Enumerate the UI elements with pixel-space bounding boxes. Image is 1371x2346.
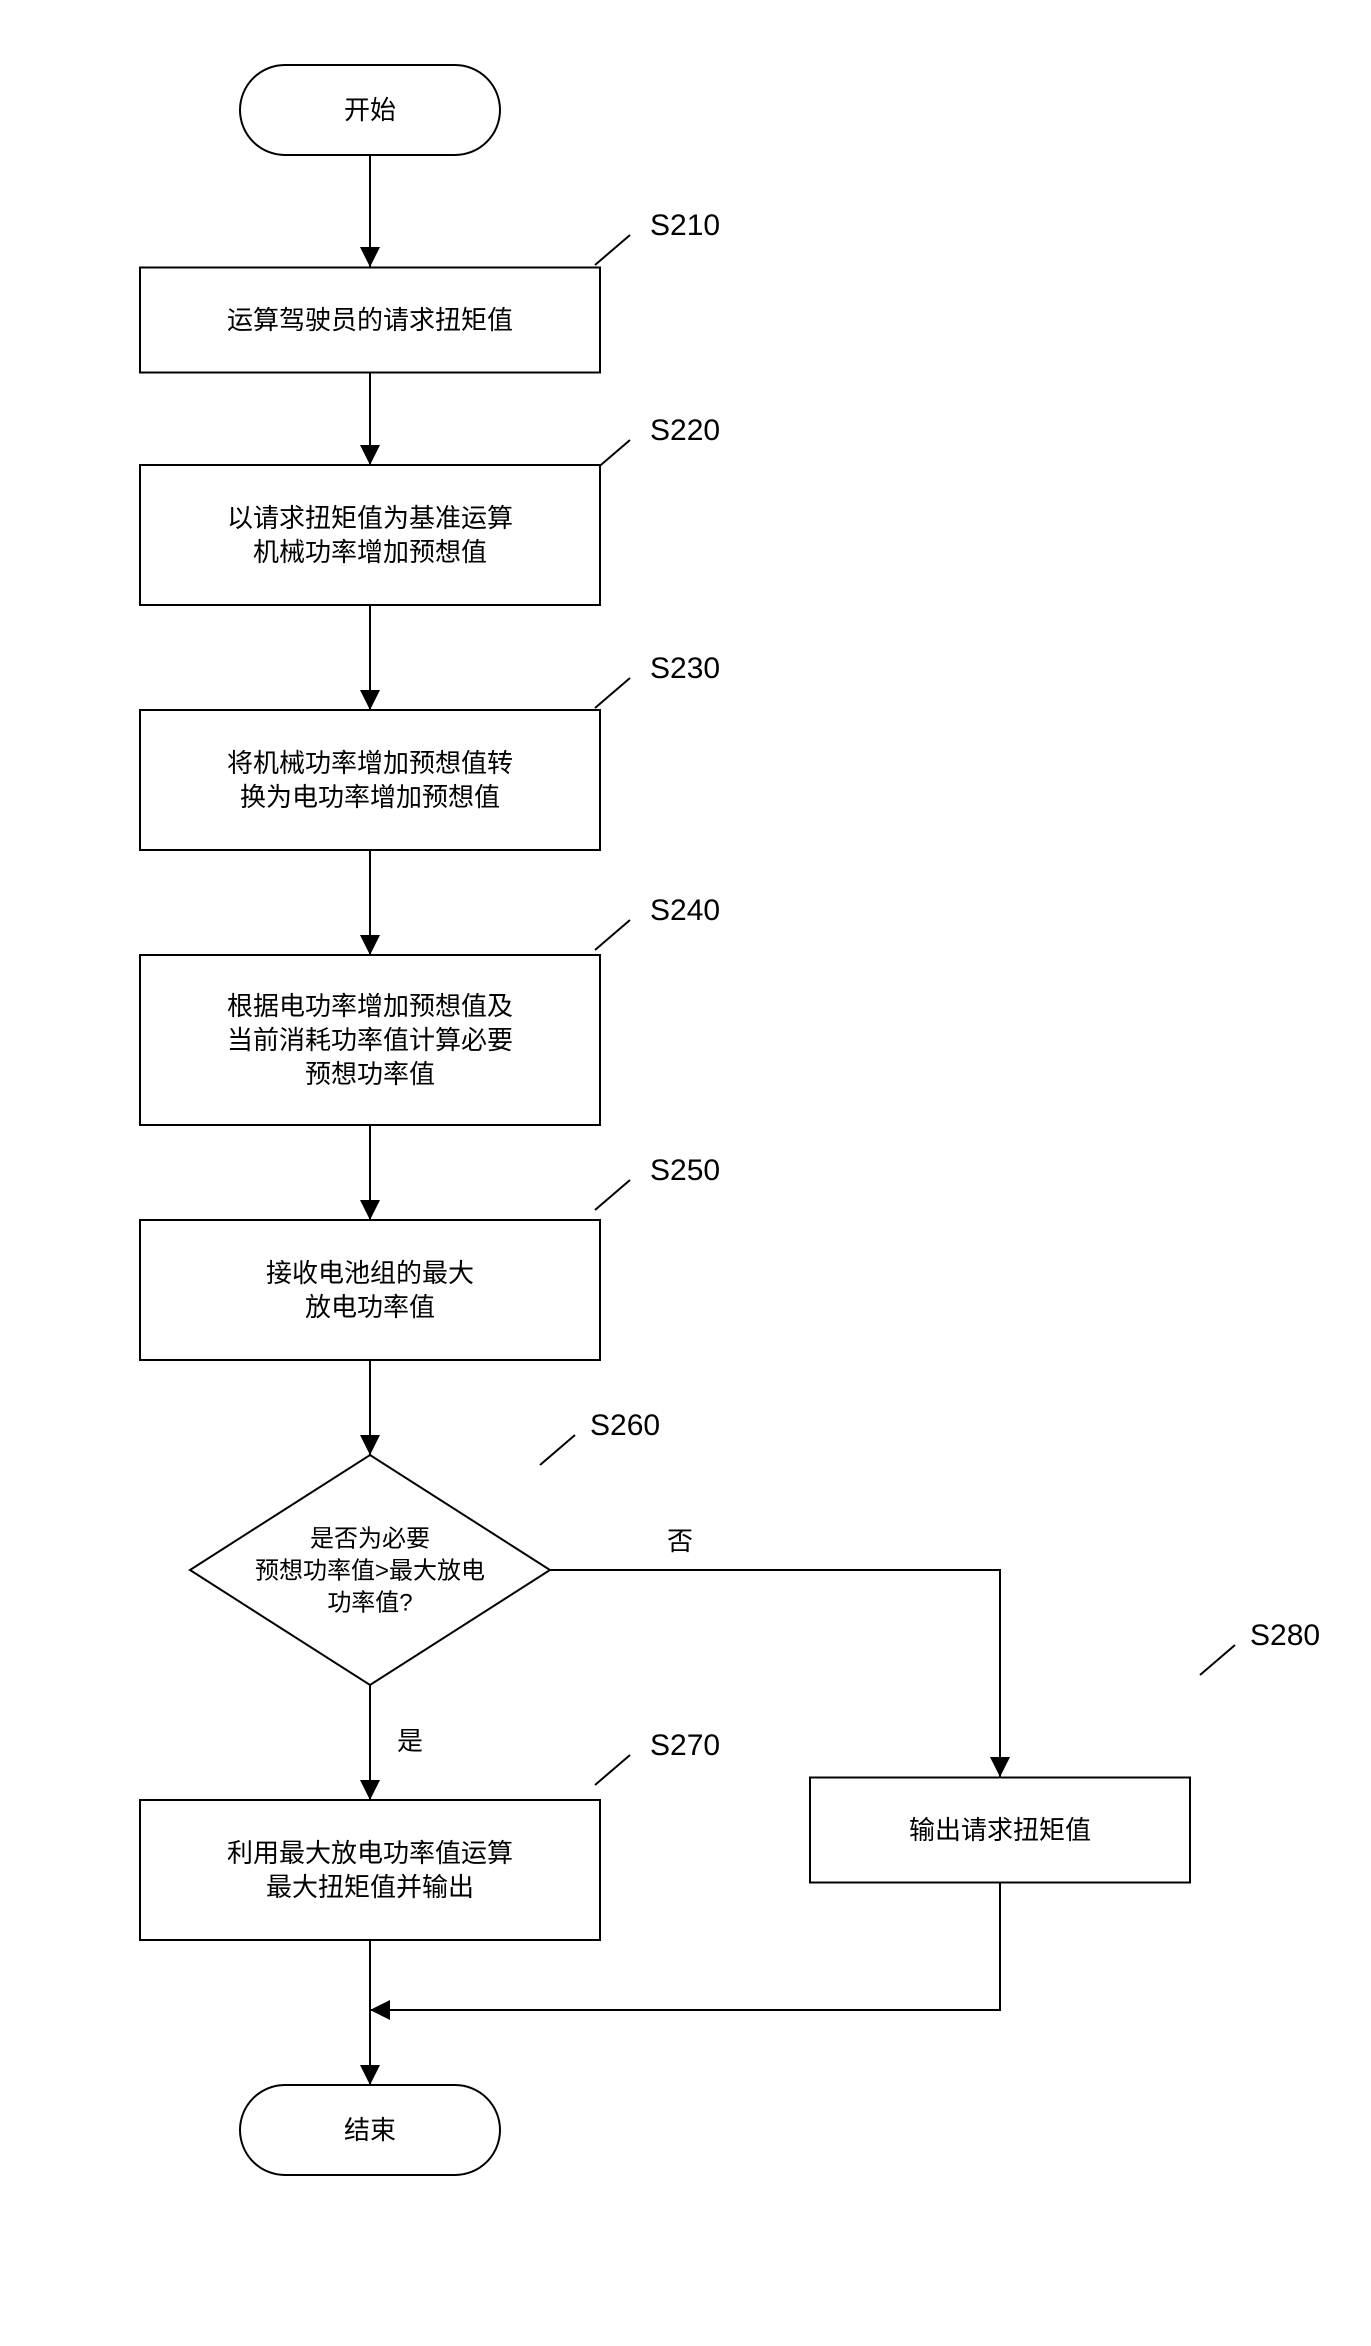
node-label-line: 是否为必要 [310, 1525, 430, 1552]
step-leader [595, 1180, 630, 1210]
step-leader [595, 678, 630, 708]
node-label-line: 最大扭矩值并输出 [266, 1872, 474, 1902]
node-label-line: 机械功率增加预想值 [253, 537, 487, 567]
node-label-line: 放电功率值 [305, 1292, 435, 1322]
node-label-line: 根据电功率增加预想值及 [227, 991, 513, 1021]
node-s220: 以请求扭矩值为基准运算机械功率增加预想值 [140, 465, 600, 605]
node-label-line: 以请求扭矩值为基准运算 [227, 503, 513, 533]
edge-label: 否 [667, 1526, 693, 1556]
step-label: S270 [650, 1729, 720, 1762]
node-label: 开始 [344, 95, 396, 125]
node-s230: 将机械功率增加预想值转换为电功率增加预想值 [140, 710, 600, 850]
node-s250: 接收电池组的最大放电功率值 [140, 1220, 600, 1360]
node-s270: 利用最大放电功率值运算最大扭矩值并输出 [140, 1800, 600, 1940]
node-label-line: 当前消耗功率值计算必要 [227, 1025, 513, 1055]
step-label: S260 [590, 1409, 660, 1442]
step-leader [595, 235, 630, 265]
node-end: 结束 [240, 2085, 500, 2175]
node-label-line: 输出请求扭矩值 [909, 1815, 1091, 1845]
node-s210: 运算驾驶员的请求扭矩值 [140, 268, 600, 373]
flowchart-canvas: 是 否 开始运算驾驶员的请求扭矩值 S210 以请求扭矩值为基准运算机械功率增加预想值 S… [40, 40, 1371, 2306]
edge [550, 1570, 1000, 1777]
step-label: S240 [650, 894, 720, 927]
edge-label: 是 [397, 1726, 423, 1756]
node-s240: 根据电功率增加预想值及当前消耗功率值计算必要预想功率值 [140, 955, 600, 1125]
node-label-line: 换为电功率增加预想值 [240, 782, 500, 812]
step-leader [1200, 1645, 1235, 1675]
node-label-line: 接收电池组的最大 [266, 1258, 474, 1288]
node-label-line: 功率值? [327, 1589, 412, 1616]
step-label: S210 [650, 209, 720, 242]
step-label: S230 [650, 652, 720, 685]
node-label-line: 预想功率值 [305, 1059, 435, 1089]
step-leader [595, 1755, 630, 1785]
step-label: S220 [650, 414, 720, 447]
step-leader [595, 920, 630, 950]
node-start: 开始 [240, 65, 500, 155]
node-s280: 输出请求扭矩值 [810, 1778, 1190, 1883]
node-s260: 是否为必要预想功率值>最大放电功率值? [190, 1455, 550, 1685]
node-label: 结束 [344, 2115, 396, 2145]
node-label-line: 运算驾驶员的请求扭矩值 [227, 305, 513, 335]
node-label-line: 预想功率值>最大放电 [255, 1557, 485, 1584]
step-leader [540, 1435, 575, 1465]
step-label: S280 [1250, 1619, 1320, 1652]
step-label: S250 [650, 1154, 720, 1187]
node-label-line: 利用最大放电功率值运算 [227, 1838, 513, 1868]
node-label-line: 将机械功率增加预想值转 [227, 748, 513, 778]
